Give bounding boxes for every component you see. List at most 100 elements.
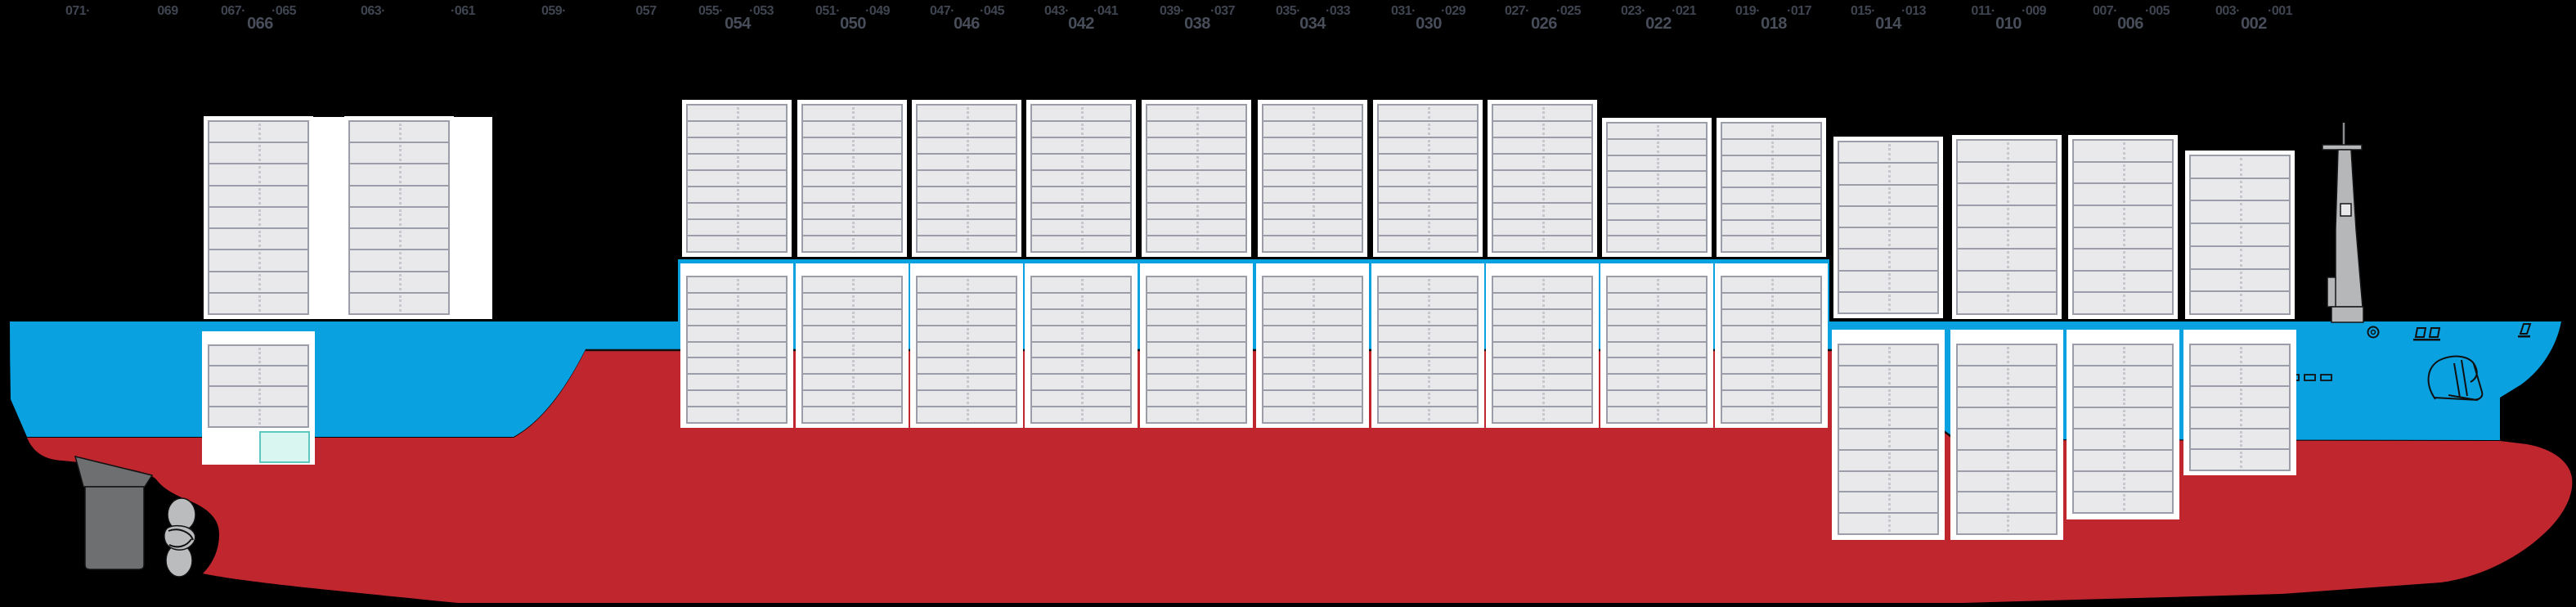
container-slot-row[interactable] [688, 326, 786, 341]
container-slot-row[interactable] [350, 186, 448, 206]
container-slot-row[interactable] [1839, 366, 1937, 386]
container-slot-row[interactable] [1379, 122, 1477, 137]
container-slot-row[interactable] [2191, 292, 2289, 313]
container-slot-row[interactable] [803, 358, 901, 374]
container-slot-row[interactable] [688, 236, 786, 251]
container-slot-row[interactable] [1839, 387, 1937, 407]
container-slot-row[interactable] [1379, 342, 1477, 357]
container-slot-row[interactable] [1958, 366, 2056, 386]
container-slot-row[interactable] [918, 187, 1016, 202]
container-slot-row[interactable] [803, 204, 901, 218]
container-slot-row[interactable] [918, 236, 1016, 251]
container-slot-row[interactable] [918, 391, 1016, 407]
container-slot-row[interactable] [1958, 408, 2056, 429]
container-slot-row[interactable] [688, 138, 786, 153]
container-slot-row[interactable] [1608, 124, 1706, 138]
container-slot-row[interactable] [1608, 293, 1706, 308]
container-slot-row[interactable] [1263, 220, 1362, 235]
container-slot-row[interactable] [803, 293, 901, 308]
container-slot-row[interactable] [2191, 366, 2289, 386]
container-slot-row[interactable] [1032, 277, 1130, 292]
container-slot-row[interactable] [2074, 450, 2172, 470]
container-slot-row[interactable] [1839, 450, 1937, 470]
container-slot-row[interactable] [1958, 492, 2056, 513]
container-slot-row[interactable] [1147, 204, 1245, 218]
container-slot-row[interactable] [1493, 187, 1591, 202]
container-slot-row[interactable] [209, 272, 307, 292]
container-slot-row[interactable] [2074, 293, 2172, 313]
container-slot-row[interactable] [1722, 277, 1820, 292]
container-slot-row[interactable] [1958, 250, 2056, 270]
container-slot-row[interactable] [1839, 185, 1937, 205]
container-slot-row[interactable] [1263, 391, 1362, 407]
container-slot-row[interactable] [209, 164, 307, 185]
container-slot-row[interactable] [1722, 172, 1820, 187]
container-slot-row[interactable] [1032, 138, 1130, 153]
container-slot-row[interactable] [1032, 375, 1130, 390]
container-slot-row[interactable] [1263, 171, 1362, 186]
container-slot-row[interactable] [803, 106, 901, 120]
container-slot-row[interactable] [2074, 408, 2172, 428]
container-slot-row[interactable] [688, 375, 786, 390]
container-slot-row[interactable] [803, 407, 901, 422]
container-slot-row[interactable] [918, 171, 1016, 186]
container-slot-row[interactable] [1608, 309, 1706, 325]
container-slot-row[interactable] [1958, 471, 2056, 492]
container-slot-row[interactable] [1958, 293, 2056, 313]
container-slot-row[interactable] [1147, 342, 1245, 357]
container-slot-row[interactable] [1263, 236, 1362, 251]
container-slot-row[interactable] [2074, 387, 2172, 407]
container-slot-row[interactable] [2191, 224, 2289, 245]
container-slot-row[interactable] [1608, 172, 1706, 187]
container-slot-row[interactable] [688, 342, 786, 357]
container-slot-row[interactable] [1032, 309, 1130, 325]
container-slot-row[interactable] [1608, 391, 1706, 407]
container-slot-row[interactable] [1722, 375, 1820, 390]
container-slot-row[interactable] [2191, 450, 2289, 470]
container-slot-row[interactable] [803, 122, 901, 137]
container-slot-row[interactable] [1263, 138, 1362, 153]
container-slot-row[interactable] [688, 171, 786, 186]
container-slot-row[interactable] [1379, 407, 1477, 422]
container-slot-row[interactable] [918, 220, 1016, 235]
container-slot-row[interactable] [1958, 387, 2056, 407]
container-slot-row[interactable] [2074, 205, 2172, 227]
container-slot-row[interactable] [1608, 236, 1706, 251]
container-slot-row[interactable] [350, 122, 448, 142]
container-slot-row[interactable] [1722, 293, 1820, 308]
container-slot-row[interactable] [1263, 326, 1362, 341]
container-slot-row[interactable] [1147, 138, 1245, 153]
container-slot-row[interactable] [1493, 293, 1591, 308]
container-slot-row[interactable] [918, 358, 1016, 374]
container-slot-row[interactable] [209, 387, 307, 406]
container-slot-row[interactable] [1958, 271, 2056, 292]
container-slot-row[interactable] [350, 164, 448, 185]
container-slot-row[interactable] [1147, 106, 1245, 120]
container-slot-row[interactable] [1608, 204, 1706, 219]
container-slot-row[interactable] [918, 309, 1016, 325]
container-slot-row[interactable] [1839, 206, 1937, 227]
container-slot-row[interactable] [2074, 162, 2172, 183]
container-slot-row[interactable] [1958, 184, 2056, 205]
container-slot-row[interactable] [1379, 220, 1477, 235]
container-slot-row[interactable] [1839, 514, 1937, 533]
container-slot-row[interactable] [1379, 277, 1477, 292]
container-slot-row[interactable] [803, 187, 901, 202]
container-slot-row[interactable] [1608, 358, 1706, 374]
container-slot-row[interactable] [1839, 164, 1937, 184]
container-slot-row[interactable] [209, 122, 307, 142]
container-slot-row[interactable] [2191, 178, 2289, 200]
container-slot-row[interactable] [1608, 139, 1706, 155]
container-slot-row[interactable] [1379, 155, 1477, 169]
container-slot-row[interactable] [1147, 309, 1245, 325]
container-slot-row[interactable] [1032, 407, 1130, 422]
container-slot-row[interactable] [1839, 429, 1937, 449]
container-slot-row[interactable] [1147, 375, 1245, 390]
container-slot-row[interactable] [1608, 326, 1706, 341]
container-slot-row[interactable] [1147, 358, 1245, 374]
container-slot-row[interactable] [2074, 250, 2172, 270]
container-slot-row[interactable] [350, 143, 448, 164]
container-slot-row[interactable] [1263, 187, 1362, 202]
container-slot-row[interactable] [1722, 139, 1820, 155]
container-slot-row[interactable] [1379, 171, 1477, 186]
